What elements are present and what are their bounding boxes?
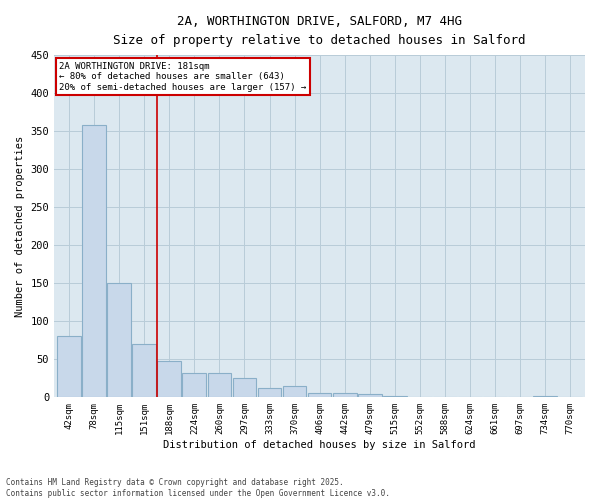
Bar [333, 393, 356, 398]
Bar [82, 125, 106, 398]
Bar [408, 396, 431, 398]
Text: 2A WORTHINGTON DRIVE: 181sqm
← 80% of detached houses are smaller (643)
20% of s: 2A WORTHINGTON DRIVE: 181sqm ← 80% of de… [59, 62, 307, 92]
Bar [433, 396, 457, 398]
Bar [107, 284, 131, 398]
X-axis label: Distribution of detached houses by size in Salford: Distribution of detached houses by size … [163, 440, 476, 450]
Bar [57, 336, 81, 398]
Bar [533, 396, 557, 398]
Bar [182, 373, 206, 398]
Bar [558, 396, 582, 398]
Y-axis label: Number of detached properties: Number of detached properties [15, 136, 25, 317]
Bar [257, 388, 281, 398]
Bar [133, 344, 156, 398]
Bar [233, 378, 256, 398]
Title: 2A, WORTHINGTON DRIVE, SALFORD, M7 4HG
Size of property relative to detached hou: 2A, WORTHINGTON DRIVE, SALFORD, M7 4HG S… [113, 15, 526, 47]
Text: Contains HM Land Registry data © Crown copyright and database right 2025.
Contai: Contains HM Land Registry data © Crown c… [6, 478, 390, 498]
Bar [208, 373, 232, 398]
Bar [358, 394, 382, 398]
Bar [283, 386, 307, 398]
Bar [308, 393, 331, 398]
Bar [157, 361, 181, 398]
Bar [383, 396, 407, 398]
